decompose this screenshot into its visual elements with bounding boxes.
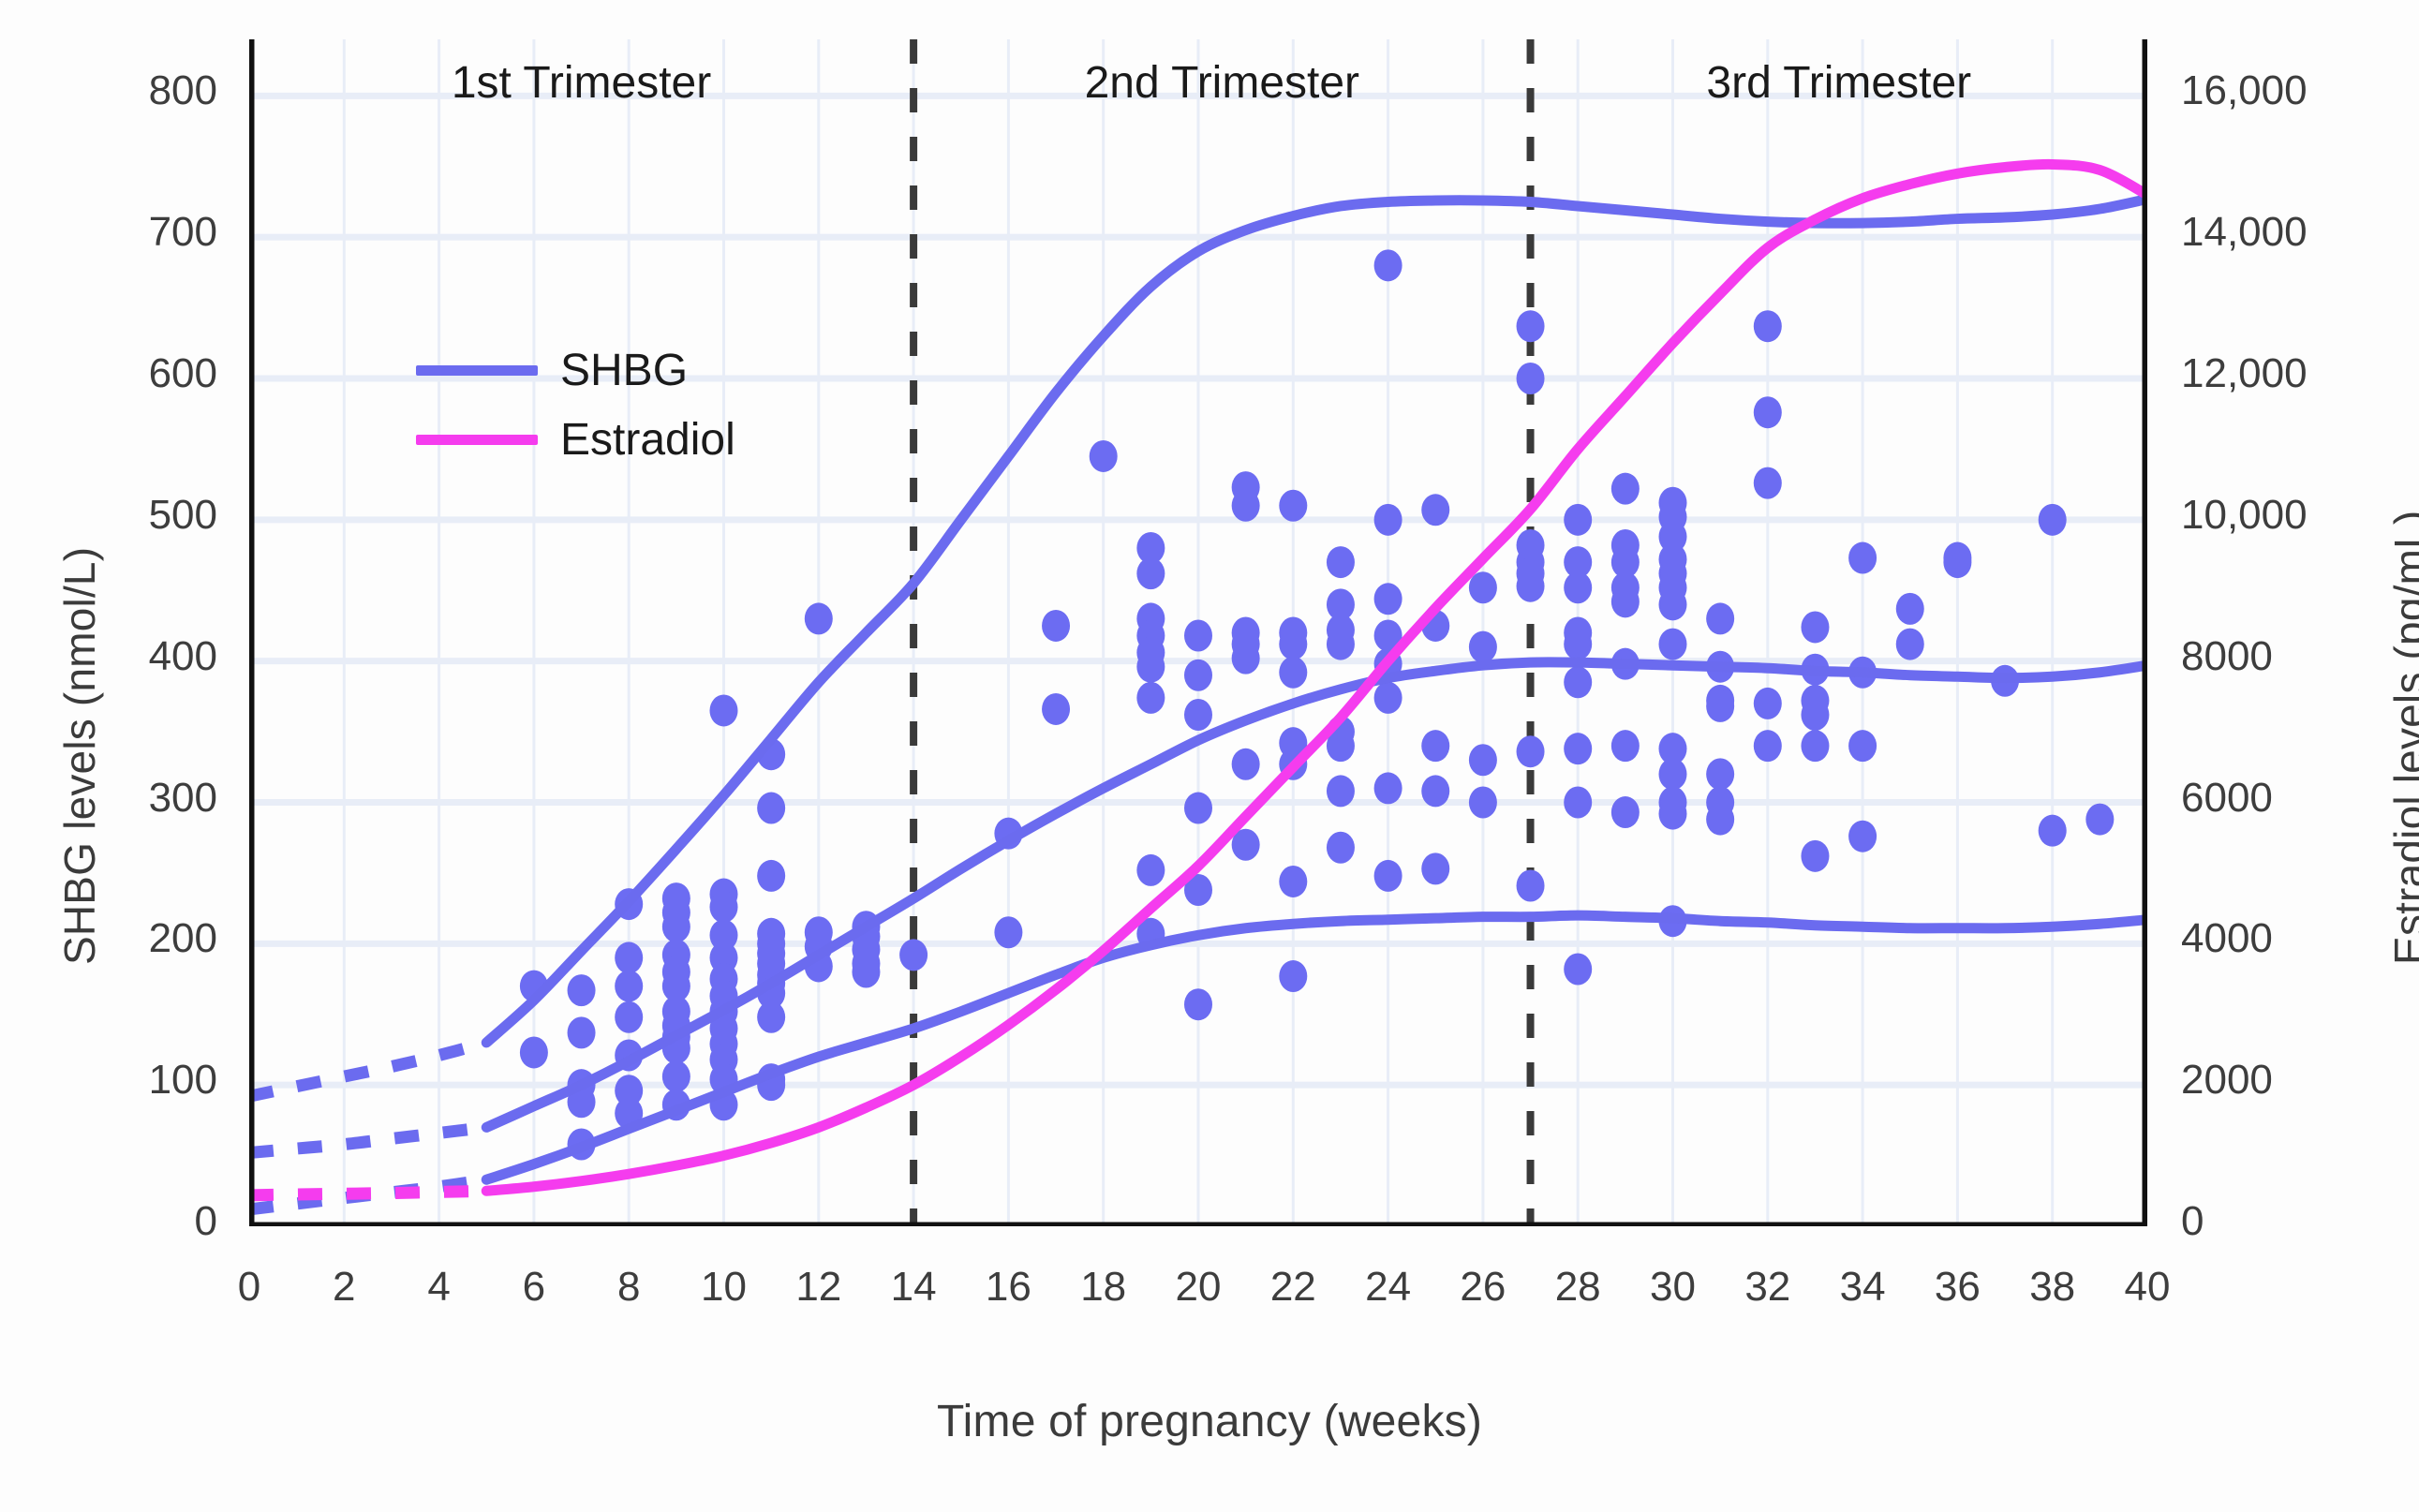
plot-area — [249, 39, 2147, 1226]
legend-label: Estradiol — [560, 414, 735, 465]
x-tick-6: 6 — [522, 1264, 546, 1310]
x-tick-36: 36 — [1934, 1264, 1981, 1310]
x-tick-0: 0 — [237, 1264, 261, 1310]
y-tick-right-4000: 4000 — [2181, 915, 2273, 962]
x-tick-20: 20 — [1175, 1264, 1222, 1310]
y-tick-right-2000: 2000 — [2181, 1057, 2273, 1104]
y-tick-left-300: 300 — [148, 774, 217, 821]
y-tick-right-12000: 12,000 — [2181, 350, 2308, 396]
y-tick-right-0: 0 — [2181, 1198, 2204, 1244]
x-tick-14: 14 — [890, 1264, 937, 1310]
x-tick-26: 26 — [1460, 1264, 1506, 1310]
scatter-points — [519, 249, 2115, 1161]
legend-item-estradiol[interactable]: Estradiol — [416, 405, 735, 474]
legend-swatch-icon — [416, 434, 538, 445]
y-tick-left-700: 700 — [148, 209, 217, 256]
x-tick-8: 8 — [616, 1264, 641, 1310]
trimester-label-1: 1st Trimester — [451, 57, 712, 108]
y-tick-right-10000: 10,000 — [2181, 491, 2308, 538]
x-tick-34: 34 — [1839, 1264, 1886, 1310]
y-tick-left-200: 200 — [148, 915, 217, 962]
y-tick-right-8000: 8000 — [2181, 632, 2273, 679]
chart-legend: SHBG Estradiol — [416, 335, 735, 474]
x-tick-38: 38 — [2029, 1264, 2076, 1310]
y-tick-left-100: 100 — [148, 1057, 217, 1104]
y-axis-left-title: SHBG levels (nmol/L) — [55, 546, 104, 965]
y-tick-right-6000: 6000 — [2181, 774, 2273, 821]
legend-label: SHBG — [560, 345, 689, 395]
legend-swatch-icon — [416, 364, 538, 376]
x-tick-2: 2 — [333, 1264, 356, 1310]
x-tick-24: 24 — [1365, 1264, 1412, 1310]
x-tick-30: 30 — [1650, 1264, 1696, 1310]
legend-item-shbg[interactable]: SHBG — [416, 335, 735, 405]
x-tick-40: 40 — [2124, 1264, 2171, 1310]
trend-lines — [249, 158, 2147, 1216]
plot-canvas — [249, 39, 2147, 1226]
y-axis-right-title: Estradiol levels (pg/mL) — [2385, 510, 2419, 965]
y-tick-left-800: 800 — [148, 67, 217, 114]
x-tick-4: 4 — [427, 1264, 451, 1310]
x-axis-title: Time of pregnancy (weeks) — [936, 1397, 1483, 1446]
y-tick-left-600: 600 — [148, 350, 217, 396]
x-tick-22: 22 — [1269, 1264, 1316, 1310]
y-tick-left-400: 400 — [148, 632, 217, 679]
x-tick-32: 32 — [1744, 1264, 1791, 1310]
axis-spines — [249, 39, 2147, 1226]
trimester-label-3: 3rd Trimester — [1706, 57, 1972, 108]
x-tick-12: 12 — [795, 1264, 842, 1310]
y-tick-left-500: 500 — [148, 491, 217, 538]
y-tick-right-14000: 14,000 — [2181, 209, 2308, 256]
y-tick-right-16000: 16,000 — [2181, 67, 2308, 114]
x-tick-16: 16 — [985, 1264, 1031, 1310]
x-tick-18: 18 — [1080, 1264, 1127, 1310]
trimester-label-2: 2nd Trimester — [1084, 57, 1360, 108]
x-tick-28: 28 — [1554, 1264, 1601, 1310]
x-tick-10: 10 — [701, 1264, 747, 1310]
y-tick-left-0: 0 — [194, 1198, 217, 1244]
